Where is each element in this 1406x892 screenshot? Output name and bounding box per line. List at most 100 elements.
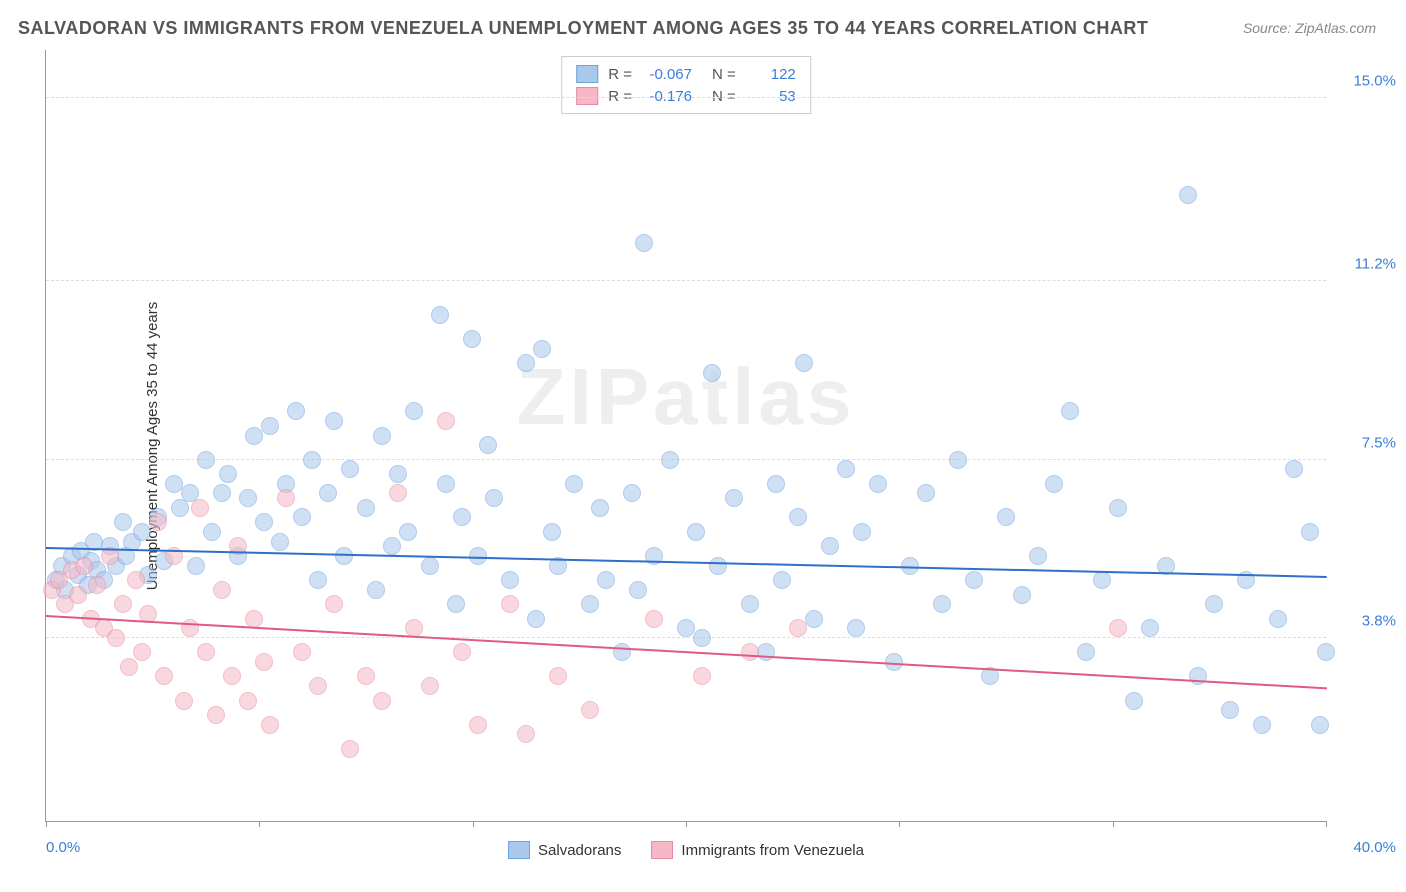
- data-point: [527, 610, 545, 628]
- x-tick: [1326, 821, 1327, 827]
- data-point: [795, 354, 813, 372]
- data-point: [373, 427, 391, 445]
- data-point: [1013, 586, 1031, 604]
- data-point: [293, 643, 311, 661]
- data-point: [277, 489, 295, 507]
- data-point: [431, 306, 449, 324]
- data-point: [1061, 402, 1079, 420]
- data-point: [703, 364, 721, 382]
- data-point: [447, 595, 465, 613]
- data-point: [127, 571, 145, 589]
- data-point: [1029, 547, 1047, 565]
- data-point: [213, 581, 231, 599]
- data-point: [155, 667, 173, 685]
- data-point: [1269, 610, 1287, 628]
- data-point: [677, 619, 695, 637]
- x-tick: [686, 821, 687, 827]
- data-point: [203, 523, 221, 541]
- data-point: [219, 465, 237, 483]
- data-point: [293, 508, 311, 526]
- data-point: [341, 460, 359, 478]
- x-tick: [1113, 821, 1114, 827]
- data-point: [335, 547, 353, 565]
- data-point: [917, 484, 935, 502]
- data-point: [613, 643, 631, 661]
- data-point: [469, 716, 487, 734]
- data-point: [389, 484, 407, 502]
- data-point: [197, 643, 215, 661]
- legend-label: Salvadorans: [538, 842, 621, 859]
- data-point: [725, 489, 743, 507]
- y-tick-label: 11.2%: [1355, 256, 1396, 273]
- data-point: [399, 523, 417, 541]
- data-point: [629, 581, 647, 599]
- data-point: [303, 451, 321, 469]
- data-point: [645, 610, 663, 628]
- data-point: [741, 595, 759, 613]
- y-tick-label: 3.8%: [1362, 612, 1396, 629]
- data-point: [255, 513, 273, 531]
- data-point: [565, 475, 583, 493]
- data-point: [949, 451, 967, 469]
- data-point: [341, 740, 359, 758]
- data-point: [120, 658, 138, 676]
- scatter-layer: [46, 50, 1326, 821]
- data-point: [741, 643, 759, 661]
- data-point: [357, 667, 375, 685]
- data-point: [1221, 701, 1239, 719]
- data-point: [1077, 643, 1095, 661]
- data-point: [533, 340, 551, 358]
- data-point: [869, 475, 887, 493]
- data-point: [207, 706, 225, 724]
- x-tick: [899, 821, 900, 827]
- data-point: [1045, 475, 1063, 493]
- data-point: [767, 475, 785, 493]
- data-point: [287, 402, 305, 420]
- data-point: [837, 460, 855, 478]
- data-point: [453, 508, 471, 526]
- data-point: [635, 234, 653, 252]
- data-point: [107, 629, 125, 647]
- data-point: [847, 619, 865, 637]
- legend-swatch: [651, 841, 673, 859]
- data-point: [239, 489, 257, 507]
- data-point: [175, 692, 193, 710]
- data-point: [88, 576, 106, 594]
- data-point: [687, 523, 705, 541]
- data-point: [1141, 619, 1159, 637]
- data-point: [517, 354, 535, 372]
- data-point: [479, 436, 497, 454]
- data-point: [191, 499, 209, 517]
- plot-area: ZIPatlas R =-0.067N =122R =-0.176N =53 S…: [45, 50, 1326, 822]
- data-point: [223, 667, 241, 685]
- data-point: [1301, 523, 1319, 541]
- data-point: [383, 537, 401, 555]
- data-point: [591, 499, 609, 517]
- data-point: [453, 643, 471, 661]
- data-point: [149, 513, 167, 531]
- data-point: [581, 595, 599, 613]
- data-point: [1311, 716, 1329, 734]
- legend-item: Immigrants from Venezuela: [651, 841, 864, 859]
- data-point: [325, 412, 343, 430]
- x-tick: [473, 821, 474, 827]
- data-point: [1205, 595, 1223, 613]
- data-point: [463, 330, 481, 348]
- series-legend: Salvadorans Immigrants from Venezuela: [508, 841, 864, 859]
- data-point: [319, 484, 337, 502]
- data-point: [581, 701, 599, 719]
- data-point: [197, 451, 215, 469]
- data-point: [373, 692, 391, 710]
- data-point: [114, 513, 132, 531]
- data-point: [789, 619, 807, 637]
- data-point: [389, 465, 407, 483]
- data-point: [133, 523, 151, 541]
- data-point: [549, 667, 567, 685]
- data-point: [165, 475, 183, 493]
- data-point: [309, 571, 327, 589]
- data-point: [517, 725, 535, 743]
- data-point: [114, 595, 132, 613]
- x-axis-min-label: 0.0%: [46, 839, 80, 856]
- data-point: [405, 402, 423, 420]
- data-point: [1317, 643, 1335, 661]
